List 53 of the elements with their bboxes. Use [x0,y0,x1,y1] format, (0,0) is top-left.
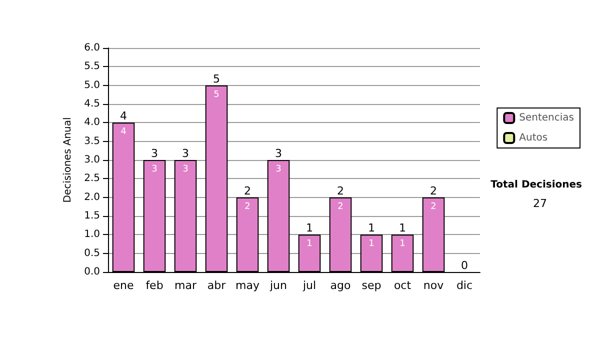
total-label: 2 [430,184,437,198]
legend-label: Autos [519,132,548,144]
y-tick-label: 2.0 [84,192,100,203]
data-label: 4 [120,127,127,138]
legend-label: Sentencias [519,112,574,124]
data-label: 2 [430,202,436,212]
text: 27 [533,197,548,210]
y-tick-label: 1.0 [84,229,100,240]
y-tick-label: 1.5 [84,210,100,222]
y-tick-label: 0.5 [84,248,100,259]
x-tick-label: sep [362,279,382,292]
y-tick-label: 5.5 [84,61,100,72]
data-label: 1 [368,239,374,250]
data-label: 2 [338,202,344,212]
total-label: 1 [306,222,313,235]
total-label: 4 [120,110,127,123]
x-tick-label: feb [146,279,164,292]
x-tick-label: dic [456,279,473,292]
total-label: 2 [337,184,344,198]
x-tick-label: ago [330,279,351,292]
y-tick-label: 3.5 [84,136,100,147]
total-label: 3 [151,147,158,160]
y-tick-label: 0.0 [84,266,100,278]
total-label: 0 [461,259,468,272]
y-tick-label: 3.0 [84,154,100,166]
total-label: 3 [275,147,282,160]
text: Total Decisiones [490,180,582,190]
y-tick-label: 4.5 [84,98,100,110]
data-label: 1 [400,239,406,250]
total-label: 2 [244,184,251,198]
data-label: 3 [276,164,282,174]
data-label: 3 [152,164,158,174]
x-tick-label: jun [269,279,288,292]
total-label: 5 [213,72,220,86]
y-tick-label: 4.0 [84,117,100,128]
x-tick-label: mar [174,279,197,292]
y-tick-label: 5.0 [84,80,100,91]
data-label: 2 [244,202,250,212]
x-tick-label: jul [302,279,316,292]
data-label: 1 [306,239,312,250]
total-label: 3 [182,147,189,160]
y-tick-label: 6.0 [84,42,100,54]
total-label: 1 [368,222,375,235]
data-label: 3 [182,164,188,174]
x-tick-label: nov [423,279,444,292]
y-tick-label: 2.5 [84,173,100,184]
data-label: 5 [214,90,220,100]
x-tick-label: ene [113,279,134,292]
x-tick-label: abr [207,279,226,292]
total-label: 1 [399,222,406,235]
x-tick-label: oct [394,279,412,292]
y-axis-title: Decisiones Anual [62,117,74,203]
x-tick-label: may [236,279,260,292]
